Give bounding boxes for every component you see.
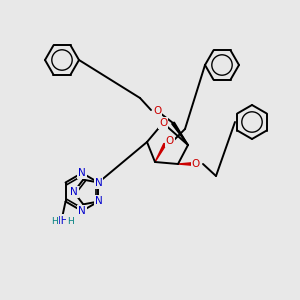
Text: N: N	[94, 196, 102, 206]
Polygon shape	[172, 122, 188, 145]
Text: O: O	[153, 106, 161, 116]
Text: H: H	[67, 217, 74, 226]
Text: NH: NH	[53, 215, 68, 226]
Text: N: N	[78, 168, 86, 178]
Text: O: O	[166, 136, 174, 146]
Polygon shape	[178, 163, 192, 165]
Text: H: H	[51, 217, 58, 226]
Text: O: O	[192, 159, 200, 169]
Polygon shape	[155, 143, 166, 162]
Text: N: N	[78, 206, 86, 216]
Text: N: N	[94, 178, 102, 188]
Text: O: O	[159, 118, 167, 128]
Text: N: N	[70, 187, 78, 197]
